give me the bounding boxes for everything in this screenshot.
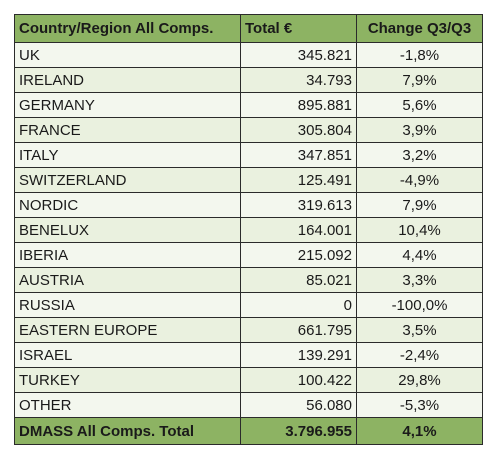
total-row: DMASS All Comps. Total 3.796.955 4,1% <box>14 417 483 445</box>
total-cell: 345.821 <box>240 42 357 68</box>
sales-by-region-table: Country/Region All Comps. Total € Change… <box>14 14 483 445</box>
change-cell: 3,5% <box>356 317 483 343</box>
table-row: ITALY 347.851 3,2% <box>14 142 483 168</box>
country-cell: AUSTRIA <box>14 267 241 293</box>
table-row: ISRAEL 139.291 -2,4% <box>14 342 483 368</box>
table-row: IBERIA 215.092 4,4% <box>14 242 483 268</box>
country-cell: ISRAEL <box>14 342 241 368</box>
country-cell: IRELAND <box>14 67 241 93</box>
table-header: Country/Region All Comps. Total € Change… <box>14 14 483 43</box>
table-row: IRELAND 34.793 7,9% <box>14 67 483 93</box>
total-cell: 0 <box>240 292 357 318</box>
table-row: BENELUX 164.001 10,4% <box>14 217 483 243</box>
total-cell: 125.491 <box>240 167 357 193</box>
header-total: Total € <box>240 14 357 43</box>
total-cell: 319.613 <box>240 192 357 218</box>
table-row: GERMANY 895.881 5,6% <box>14 92 483 118</box>
change-cell: 3,3% <box>356 267 483 293</box>
change-cell: -2,4% <box>356 342 483 368</box>
change-cell: 5,6% <box>356 92 483 118</box>
change-cell: 3,2% <box>356 142 483 168</box>
total-cell: 100.422 <box>240 367 357 393</box>
change-cell: -1,8% <box>356 42 483 68</box>
country-cell: NORDIC <box>14 192 241 218</box>
header-row: Country/Region All Comps. Total € Change… <box>14 14 483 43</box>
total-value: 3.796.955 <box>240 417 357 445</box>
change-cell: 7,9% <box>356 192 483 218</box>
country-cell: FRANCE <box>14 117 241 143</box>
sales-table-container: Country/Region All Comps. Total € Change… <box>14 14 483 445</box>
total-cell: 305.804 <box>240 117 357 143</box>
table-row: RUSSIA 0 -100,0% <box>14 292 483 318</box>
country-cell: ITALY <box>14 142 241 168</box>
total-change: 4,1% <box>356 417 483 445</box>
total-label: DMASS All Comps. Total <box>14 417 241 445</box>
country-cell: BENELUX <box>14 217 241 243</box>
country-cell: OTHER <box>14 392 241 418</box>
country-cell: SWITZERLAND <box>14 167 241 193</box>
change-cell: -4,9% <box>356 167 483 193</box>
country-cell: IBERIA <box>14 242 241 268</box>
table-row: OTHER 56.080 -5,3% <box>14 392 483 418</box>
change-cell: -5,3% <box>356 392 483 418</box>
change-cell: -100,0% <box>356 292 483 318</box>
total-cell: 895.881 <box>240 92 357 118</box>
country-cell: GERMANY <box>14 92 241 118</box>
change-cell: 4,4% <box>356 242 483 268</box>
country-cell: UK <box>14 42 241 68</box>
table-row: UK 345.821 -1,8% <box>14 42 483 68</box>
header-country: Country/Region All Comps. <box>14 14 241 43</box>
country-cell: EASTERN EUROPE <box>14 317 241 343</box>
total-cell: 56.080 <box>240 392 357 418</box>
country-cell: TURKEY <box>14 367 241 393</box>
total-cell: 85.021 <box>240 267 357 293</box>
table-row: NORDIC 319.613 7,9% <box>14 192 483 218</box>
change-cell: 7,9% <box>356 67 483 93</box>
country-cell: RUSSIA <box>14 292 241 318</box>
table-footer: DMASS All Comps. Total 3.796.955 4,1% <box>14 417 483 445</box>
table-row: FRANCE 305.804 3,9% <box>14 117 483 143</box>
table-row: AUSTRIA 85.021 3,3% <box>14 267 483 293</box>
total-cell: 34.793 <box>240 67 357 93</box>
change-cell: 10,4% <box>356 217 483 243</box>
table-row: SWITZERLAND 125.491 -4,9% <box>14 167 483 193</box>
total-cell: 661.795 <box>240 317 357 343</box>
total-cell: 164.001 <box>240 217 357 243</box>
table-row: EASTERN EUROPE 661.795 3,5% <box>14 317 483 343</box>
total-cell: 347.851 <box>240 142 357 168</box>
header-change: Change Q3/Q3 <box>356 14 483 43</box>
total-cell: 215.092 <box>240 242 357 268</box>
change-cell: 3,9% <box>356 117 483 143</box>
table-body: UK 345.821 -1,8% IRELAND 34.793 7,9% GERMANY 89… <box>14 42 483 418</box>
total-cell: 139.291 <box>240 342 357 368</box>
change-cell: 29,8% <box>356 367 483 393</box>
table-row: TURKEY 100.422 29,8% <box>14 367 483 393</box>
